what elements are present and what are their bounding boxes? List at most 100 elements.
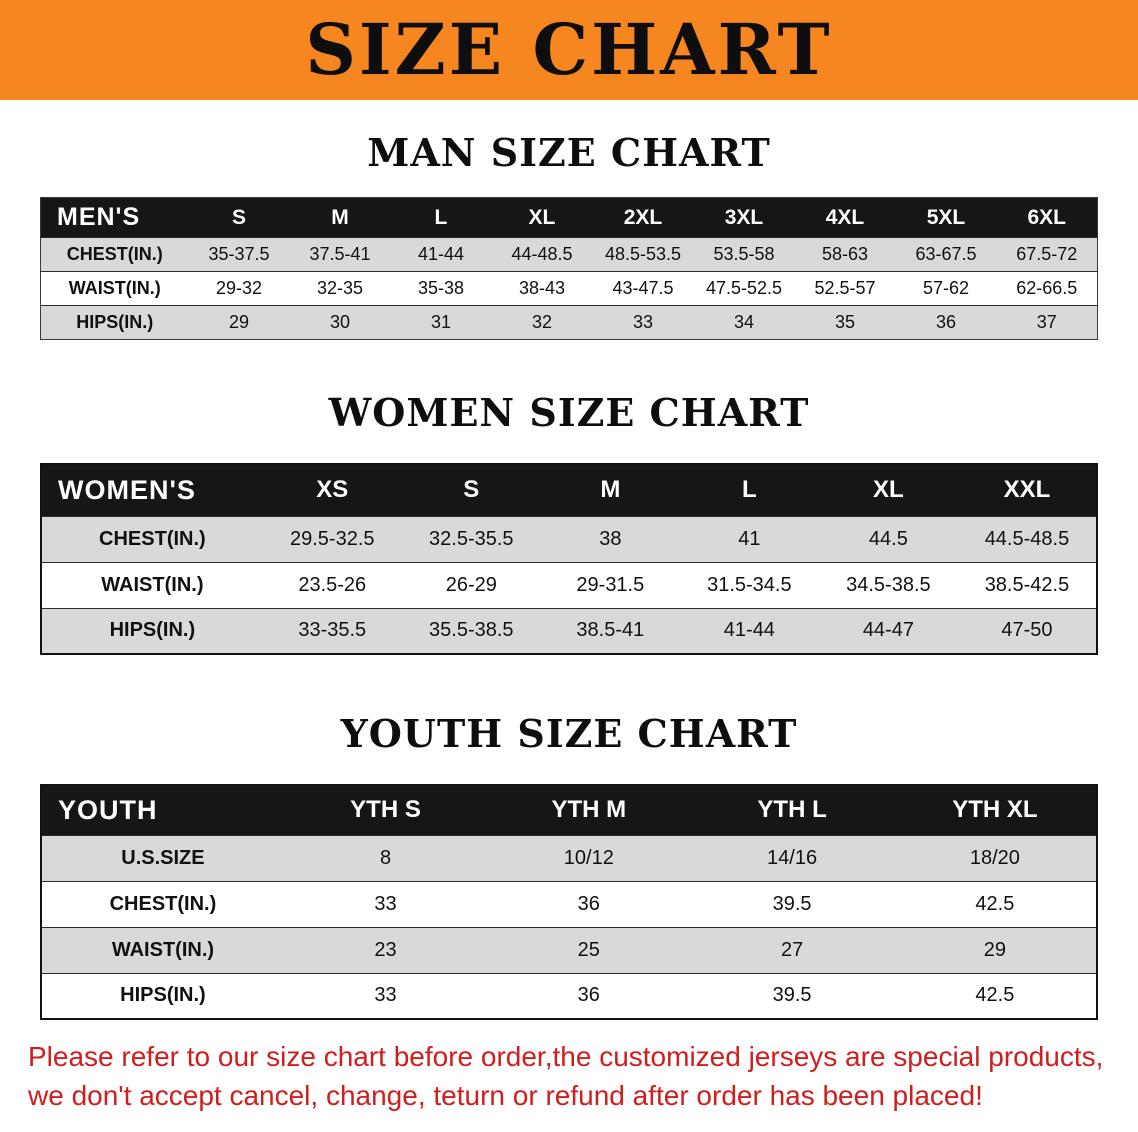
size-value: 10/12	[563, 846, 614, 869]
size-value: 29-31.5	[576, 573, 645, 596]
women-size-table: WOMEN'S XS S M L XL XXL CHEST(IN.) 29.5-32.5 32.5…	[40, 463, 1098, 655]
size-column-header: M	[540, 464, 680, 516]
size-value: 58-63	[821, 244, 868, 264]
youth-size-table: YOUTH YTH S YTH M YTH L YTH XL U.S.SIZE 8 10/12…	[40, 784, 1098, 1020]
row-label: CHEST(IN.)	[66, 244, 163, 264]
size-value: 29-32	[215, 278, 262, 298]
size-value: 41	[738, 527, 761, 550]
size-value: 36	[935, 312, 956, 332]
size-value: 18/20	[969, 846, 1020, 869]
size-value: 31	[430, 312, 451, 332]
size-column-header: YTH XL	[893, 785, 1097, 835]
row-label: WAIST(IN.)	[111, 938, 215, 961]
size-value: 33-35.5	[298, 619, 367, 642]
size-value: 67.5-72	[1016, 244, 1078, 264]
size-column-header: 5XL	[895, 197, 997, 238]
size-value: 41-44	[723, 619, 775, 642]
row-label: U.S.SIZE	[121, 846, 205, 869]
size-value: 39.5	[772, 892, 812, 915]
size-value: 35.5-38.5	[429, 619, 514, 642]
size-column-header: L	[679, 464, 819, 516]
size-value: 42.5	[975, 984, 1015, 1007]
row-label: HIPS(IN.)	[120, 984, 206, 1007]
size-value: 33	[374, 892, 397, 915]
note-line-1: Please refer to our size chart before or…	[28, 1041, 1104, 1072]
women-size-section: WOMEN SIZE CHART WOMEN'S XS S M L XL XXL CHEST(…	[0, 390, 1138, 655]
size-value: 38.5-41	[576, 619, 645, 642]
size-column-header: M	[289, 197, 391, 238]
men-section-heading: MAN SIZE CHART	[367, 130, 771, 175]
youth-corner-label: YOUTH	[41, 785, 284, 835]
size-column-header: YTH M	[487, 785, 691, 835]
size-value: 35-38	[417, 278, 464, 298]
size-column-header: XL	[491, 197, 593, 238]
men-size-section: MAN SIZE CHART MEN'S S M L XL 2XL 3XL 4XL 5XL 6XL…	[0, 130, 1138, 340]
size-value: 47.5-52.5	[705, 278, 782, 298]
size-value: 33	[374, 984, 397, 1007]
size-value: 35	[834, 312, 855, 332]
size-value: 29	[983, 938, 1006, 961]
size-value: 44.5-48.5	[984, 527, 1070, 550]
women-corner-label: WOMEN'S	[41, 464, 263, 516]
size-column-header: XXL	[957, 464, 1097, 516]
size-value: 30	[329, 312, 350, 332]
youth-section-heading: YOUTH SIZE CHART	[340, 711, 798, 756]
table-row: U.S.SIZE 8 10/12 14/16 18/20	[41, 835, 1097, 881]
size-value: 52.5-57	[814, 278, 876, 298]
row-label: CHEST(IN.)	[99, 527, 206, 550]
size-value: 57-62	[922, 278, 969, 298]
size-value: 32	[531, 312, 552, 332]
size-value: 38.5-42.5	[984, 573, 1070, 596]
size-column-header: XL	[818, 464, 958, 516]
size-value: 33	[632, 312, 653, 332]
table-row: HIPS(IN.) 33-35.5 35.5-38.5 38.5-41 41-44 44-…	[41, 608, 1097, 654]
table-row: CHEST(IN.) 35-37.5 37.5-41 41-44 44-48.5 48.5…	[40, 237, 1098, 272]
men-size-table: MEN'S S M L XL 2XL 3XL 4XL 5XL 6XL CHEST(IN.) 35-37…	[40, 197, 1098, 340]
note-line-2: we don't accept cancel, change, teturn o…	[28, 1079, 983, 1111]
size-value: 47-50	[1001, 619, 1053, 642]
page-title: SIZE CHART	[305, 8, 833, 91]
size-value: 29	[228, 312, 249, 332]
men-corner-label: MEN'S	[40, 197, 189, 238]
women-header-row: WOMEN'S XS S M L XL XXL	[41, 464, 1097, 516]
row-label: WAIST(IN.)	[101, 573, 204, 596]
size-column-header: S	[401, 464, 541, 516]
size-value: 32-35	[316, 278, 363, 298]
size-value: 36	[577, 984, 600, 1007]
size-value: 27	[780, 938, 804, 961]
men-header-row: MEN'S S M L XL 2XL 3XL 4XL 5XL 6XL	[40, 197, 1098, 238]
size-value: 43-47.5	[612, 278, 674, 298]
size-column-header: 2XL	[592, 197, 694, 238]
size-value: 63-67.5	[915, 244, 977, 264]
table-row: WAIST(IN.) 23.5-26 26-29 29-31.5 31.5-34.5 34…	[41, 562, 1097, 608]
size-value: 37	[1036, 312, 1057, 332]
table-row: CHEST(IN.) 33 36 39.5 42.5	[41, 881, 1097, 927]
row-label: WAIST(IN.)	[68, 278, 161, 298]
row-label: HIPS(IN.)	[109, 619, 196, 642]
row-label: CHEST(IN.)	[109, 892, 217, 915]
women-section-heading: WOMEN SIZE CHART	[328, 390, 810, 435]
youth-size-section: YOUTH SIZE CHART YOUTH YTH S YTH M YTH L YTH…	[0, 711, 1138, 1020]
size-value: 39.5	[772, 984, 812, 1007]
order-note: Please refer to our size chart before or…	[0, 1038, 1138, 1115]
size-value: 35-37.5	[208, 244, 270, 264]
size-value: 44-48.5	[511, 244, 573, 264]
size-value: 38	[599, 527, 622, 550]
size-value: 37.5-41	[309, 244, 371, 264]
size-value: 44.5	[868, 527, 908, 550]
size-column-header: 4XL	[794, 197, 896, 238]
size-value: 53.5-58	[713, 244, 775, 264]
row-label: HIPS(IN.)	[76, 312, 154, 332]
size-column-header: S	[188, 197, 290, 238]
size-value: 25	[577, 938, 600, 961]
size-value: 23	[374, 938, 397, 961]
size-column-header: YTH L	[690, 785, 894, 835]
table-row: CHEST(IN.) 29.5-32.5 32.5-35.5 38 41 44.5 44.5…	[41, 516, 1097, 562]
size-value: 36	[577, 892, 600, 915]
size-value: 38-43	[518, 278, 565, 298]
size-value: 34	[733, 312, 754, 332]
size-value: 14/16	[767, 846, 818, 869]
table-row: WAIST(IN.) 29-32 32-35 35-38 38-43 43-47.5 47.…	[40, 271, 1098, 306]
size-value: 44-47	[862, 619, 914, 642]
